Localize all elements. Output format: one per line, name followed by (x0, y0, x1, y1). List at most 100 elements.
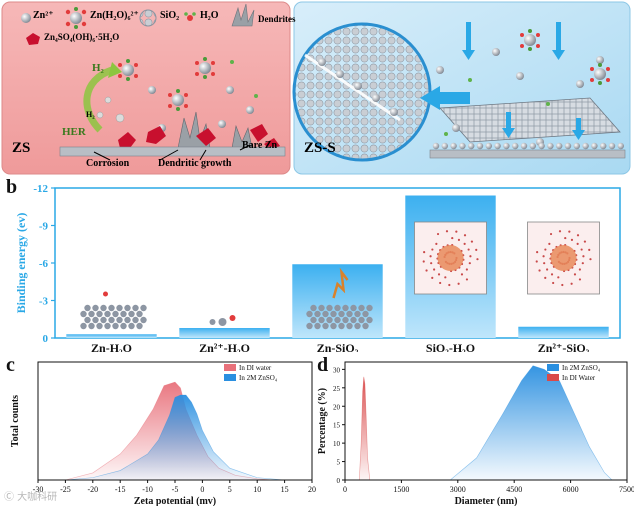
zn-atom (84, 304, 91, 312)
legend-label-0: In DI water (239, 364, 272, 372)
zn-ion-icon (218, 318, 227, 326)
md-atom (543, 262, 546, 265)
plot-frame (344, 361, 628, 481)
md-atom (463, 234, 467, 237)
h2-label: H₂ (92, 62, 104, 74)
y-axis-label: Binding energy (ev) (14, 213, 28, 314)
zn-atom (120, 310, 127, 318)
x-tick-label: -10 (142, 485, 153, 494)
md-atom (457, 282, 460, 285)
panel-d-letter: d (317, 354, 329, 376)
zn-atom (346, 322, 353, 330)
zn-atom (100, 304, 107, 312)
zn-atom (132, 316, 139, 324)
zn-substrate-right (429, 149, 626, 159)
zn-atom (350, 316, 357, 324)
zn-atom (96, 322, 103, 330)
zn-atom (112, 310, 119, 318)
zn-atom (108, 304, 115, 312)
x-axis-label: Diameter (nm) (455, 496, 518, 506)
zn-atom (84, 316, 91, 324)
y-tick-label: 30 (333, 366, 341, 374)
zn-atom (124, 304, 131, 312)
bare-zn-label: Bare Zn (242, 140, 278, 151)
category-label: SiO₂-H₂O (426, 341, 475, 352)
md-atom (570, 282, 573, 285)
md-atom (578, 278, 582, 281)
y-tick-label: 20 (333, 403, 341, 411)
legend-label-1: In DI Water (562, 374, 596, 382)
bar-1 (179, 328, 270, 338)
x-tick-label: 3000 (450, 485, 466, 494)
category-label: Zn-H₂O (91, 341, 132, 352)
md-atom (430, 262, 433, 265)
zn-atom (136, 310, 143, 318)
zeta-potential-chart: -30 -25 -20 -15 -10 -5 0 5 10 15 20 Zeta potential … (10, 361, 316, 506)
zn-atom (310, 304, 317, 312)
zn-atom (338, 322, 345, 330)
zn-atom (132, 304, 139, 312)
md-atom (465, 278, 469, 281)
zn-atom (330, 322, 337, 330)
dendritic-growth-label: Dendritic growth (158, 158, 232, 169)
x-tick-label: -25 (60, 485, 71, 494)
deposited-zn-atom (450, 142, 457, 150)
md-atom (463, 242, 466, 245)
zn-ion-icon (209, 319, 216, 325)
md-atom (538, 269, 541, 272)
md-atom (570, 238, 574, 241)
deposited-zn-atom (468, 142, 475, 150)
md-atom (439, 281, 442, 285)
zn-atom (314, 322, 321, 330)
x-tick-label: 20 (308, 485, 316, 494)
md-atom (589, 258, 592, 261)
zn-h2o-legend-icon (65, 7, 87, 29)
sio2-molecule-icon (332, 267, 349, 299)
series-area-1 (358, 376, 371, 481)
md-atom (455, 230, 458, 233)
particle-size-chart: 0 1500 3000 4500 6000 7500 0 5 10 15 20 25 30 Diamete… (317, 361, 634, 506)
deposited-zn-atom (476, 142, 484, 150)
md-atom (583, 240, 587, 243)
h2o-legend-label: H₂O (200, 10, 219, 21)
md-atom (448, 283, 451, 287)
zn-atom (318, 304, 325, 312)
md-atom (573, 273, 577, 276)
panel-a: a (0, 0, 634, 176)
h2-small-label: H₂ (86, 110, 95, 119)
md-atom (467, 248, 470, 251)
zn-atom (366, 304, 373, 312)
zn-atom (334, 316, 341, 324)
zn-atom (80, 310, 87, 318)
zn-atom (310, 316, 317, 324)
zn-atom (112, 322, 119, 330)
deposited-zn-atom (432, 142, 440, 150)
zoom-arrow (420, 86, 470, 110)
zn-atom (338, 310, 345, 318)
zn-atom (88, 310, 95, 318)
md-atom (552, 281, 555, 285)
zn-atom (108, 316, 115, 324)
zn-atom (322, 310, 329, 318)
md-atom (550, 273, 554, 276)
y-tick-label: -12 (33, 183, 48, 195)
corrosion-label: Corrosion (86, 158, 130, 169)
md-atom (437, 273, 441, 276)
y-tick-label: 10 (333, 440, 341, 448)
dendrites-legend-icon (231, 3, 255, 27)
y-tick-label: 15 (333, 422, 341, 430)
md-atom (581, 262, 584, 265)
y-tick-label: -9 (39, 221, 49, 233)
series-area-0 (449, 365, 613, 481)
legend-swatch-0 (224, 364, 236, 371)
zn-atom (322, 322, 329, 330)
binding-energy-chart: 0 -3 -6 -9 -12 Binding energy (ev) Zn-H₂O Zn²⁺-… (14, 183, 621, 352)
md-atom (564, 236, 567, 240)
md-atom (445, 230, 449, 233)
y-tick-label: -3 (39, 296, 49, 308)
y-tick-label: 0 (43, 333, 49, 345)
md-atom (576, 234, 580, 237)
x-tick-label: 0 (200, 485, 204, 494)
zn-atom (140, 304, 147, 312)
y-tick-label: 5 (337, 459, 341, 467)
